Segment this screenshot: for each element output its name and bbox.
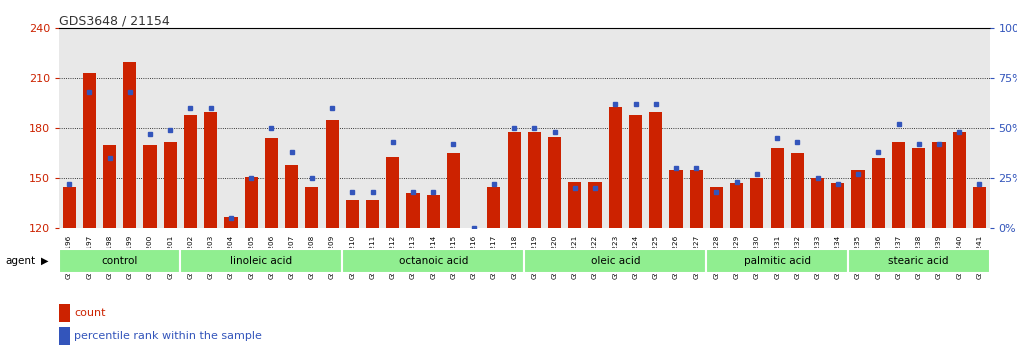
Bar [751,178,764,228]
Bar [427,195,439,228]
Bar [791,153,803,228]
Bar [204,112,218,228]
Text: agent: agent [5,256,36,266]
Bar [710,187,723,228]
Bar [407,193,420,228]
Bar [59,249,180,273]
Text: ▶: ▶ [41,256,48,266]
Bar [771,148,784,228]
Bar [82,73,96,228]
Bar [487,187,500,228]
Text: count: count [74,308,106,318]
Bar [528,132,541,228]
Bar [933,142,946,228]
Text: oleic acid: oleic acid [591,256,640,266]
Text: stearic acid: stearic acid [889,256,949,266]
Bar [872,158,885,228]
Bar [103,145,116,228]
Bar [629,115,642,228]
Bar [831,183,844,228]
Bar [953,132,966,228]
Bar [707,249,848,273]
Bar [62,187,75,228]
Bar [180,249,342,273]
Bar [285,165,298,228]
Bar [59,327,70,345]
Bar [386,157,400,228]
Bar [366,200,379,228]
Bar [690,170,703,228]
Bar [245,177,257,228]
Bar [225,217,238,228]
Bar [548,137,561,228]
Bar [446,153,460,228]
Bar [973,187,986,228]
Bar [346,200,359,228]
Bar [589,182,602,228]
Bar [507,132,521,228]
Bar [164,142,177,228]
Bar [569,182,582,228]
Bar [851,170,864,228]
Text: GDS3648 / 21154: GDS3648 / 21154 [59,14,170,27]
Bar [912,148,925,228]
Bar [892,142,905,228]
Text: palmitic acid: palmitic acid [743,256,811,266]
Text: control: control [102,256,138,266]
Bar [649,112,662,228]
Bar [669,170,682,228]
Bar [59,304,70,321]
Bar [123,62,136,228]
Bar [609,107,621,228]
Bar [184,115,197,228]
Bar [325,120,339,228]
Bar [730,183,743,228]
Bar [305,187,318,228]
Bar [525,249,707,273]
Bar [264,138,278,228]
Text: percentile rank within the sample: percentile rank within the sample [74,331,262,341]
Bar [848,249,990,273]
Text: octanoic acid: octanoic acid [399,256,468,266]
Bar [143,145,157,228]
Bar [811,178,824,228]
Bar [342,249,525,273]
Text: linoleic acid: linoleic acid [230,256,292,266]
